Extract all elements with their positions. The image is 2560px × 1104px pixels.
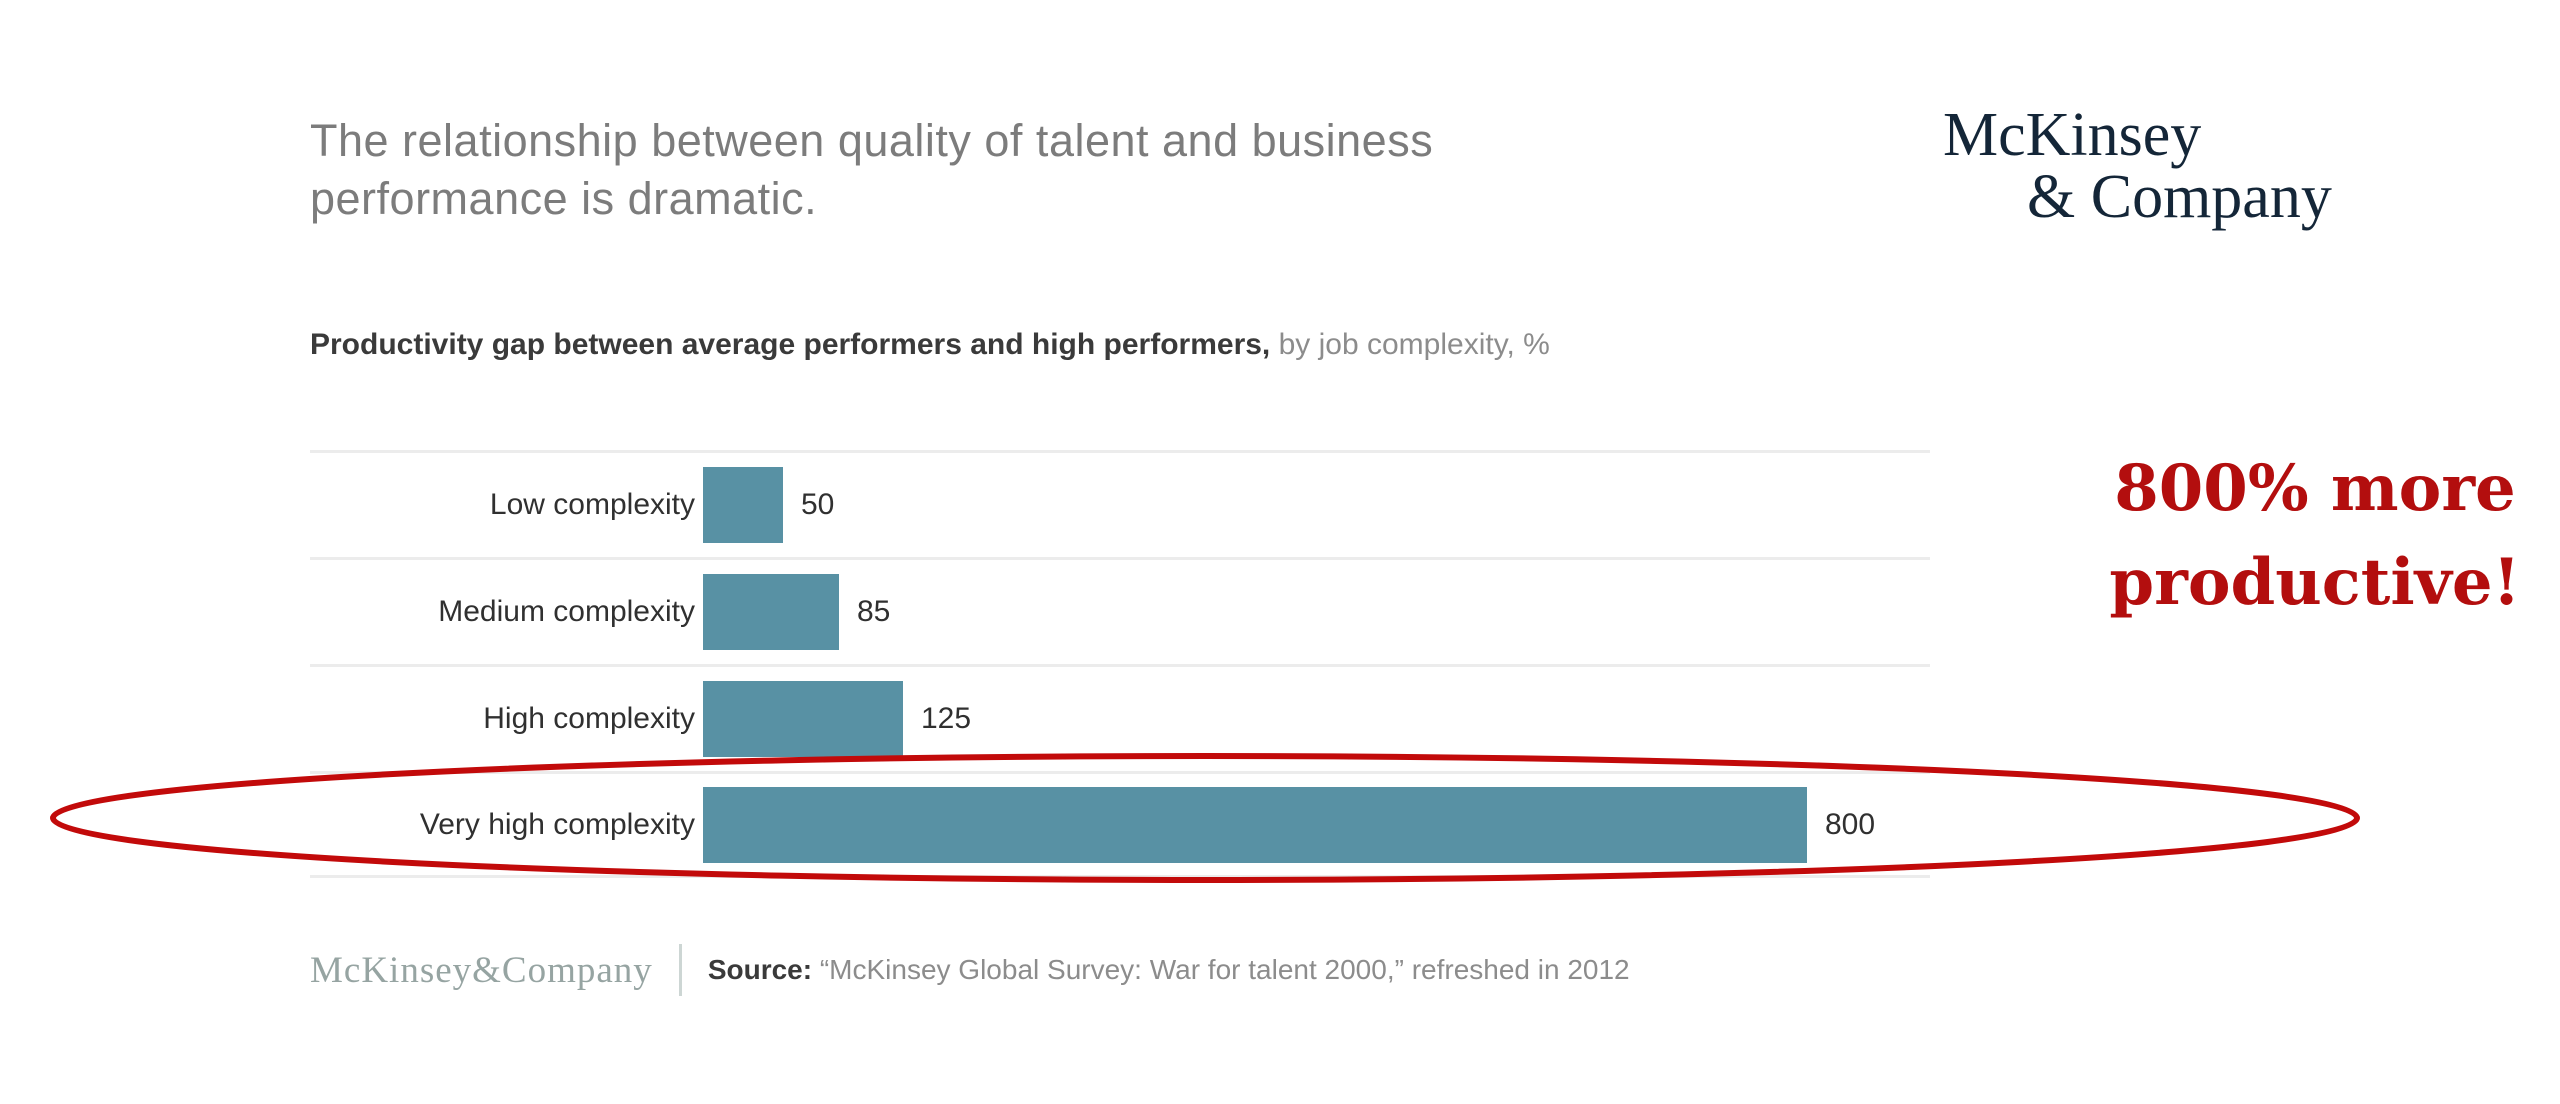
footer-wordmark: McKinsey&Company bbox=[310, 949, 653, 991]
table-row: Very high complexity 800 bbox=[310, 771, 1930, 878]
footer: McKinsey&Company Source: “McKinsey Globa… bbox=[310, 944, 1630, 996]
page-title: The relationship between quality of tale… bbox=[310, 112, 1433, 228]
category-label: Low complexity bbox=[489, 488, 695, 521]
bar bbox=[703, 786, 1807, 863]
bar bbox=[703, 681, 903, 757]
value-label: 125 bbox=[921, 702, 972, 735]
footer-separator bbox=[678, 944, 682, 996]
bar bbox=[703, 467, 783, 543]
mckinsey-logo-line2: & Company bbox=[2027, 163, 2332, 231]
mckinsey-logo-line1: McKinsey bbox=[1943, 101, 2202, 169]
page-title-line1: The relationship between quality of tale… bbox=[310, 115, 1434, 166]
chart-heading-regular: by job complexity, % bbox=[1270, 328, 1550, 361]
chart-heading: Productivity gap between average perform… bbox=[310, 328, 1550, 362]
footer-source-label: Source: bbox=[707, 954, 813, 985]
footer-source: Source: “McKinsey Global Survey: War for… bbox=[708, 954, 1630, 986]
footer-source-text: “McKinsey Global Survey: War for talent … bbox=[812, 954, 1630, 985]
category-label: Very high complexity bbox=[419, 807, 695, 841]
mckinsey-logo: McKinsey & Company bbox=[1943, 104, 2332, 228]
table-row: High complexity 125 bbox=[310, 664, 1930, 771]
bar bbox=[703, 574, 839, 650]
value-label: 50 bbox=[801, 488, 835, 521]
category-label: Medium complexity bbox=[438, 595, 695, 628]
annotation-callout: 800% more productive! bbox=[2078, 442, 2552, 630]
annotation-line2: productive! bbox=[2109, 545, 2521, 620]
table-row: Low complexity 50 bbox=[310, 450, 1930, 557]
chart-heading-bold: Productivity gap between average perform… bbox=[310, 328, 1271, 361]
bar-chart: Low complexity 50 Medium complexity 85 High … bbox=[310, 450, 1930, 878]
value-label: 800 bbox=[1825, 807, 1876, 841]
annotation-line1: 800% more bbox=[2114, 451, 2516, 526]
table-row: Medium complexity 85 bbox=[310, 557, 1930, 664]
category-label: High complexity bbox=[483, 702, 695, 735]
bar-rows: Low complexity 50 Medium complexity 85 High … bbox=[310, 450, 1930, 878]
value-label: 85 bbox=[857, 595, 891, 628]
page-title-line2: performance is dramatic. bbox=[310, 173, 818, 224]
